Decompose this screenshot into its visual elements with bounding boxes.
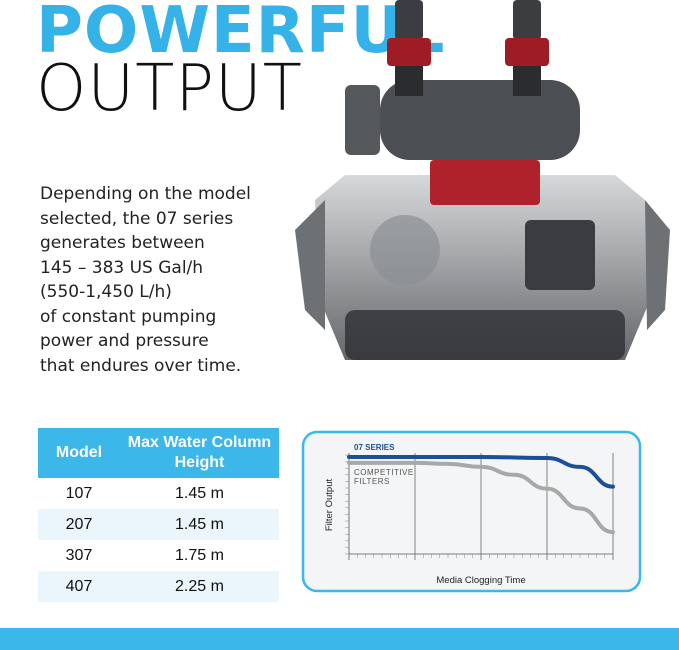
series-label-competitive: COMPETITIVE FILTERS bbox=[354, 468, 414, 486]
header-max-water-column: Max Water Column Height bbox=[120, 428, 279, 478]
table-row: 307 1.75 m bbox=[38, 540, 279, 571]
cell-height: 2.25 m bbox=[120, 571, 279, 602]
series-label-07: 07 SERIES bbox=[354, 443, 395, 452]
table-row: 407 2.25 m bbox=[38, 571, 279, 602]
cell-model: 207 bbox=[38, 509, 120, 540]
description-line: of constant pumping bbox=[40, 306, 217, 327]
description-line: power and pressure bbox=[40, 331, 209, 351]
series-line-competitive bbox=[347, 460, 615, 535]
cell-model: 107 bbox=[65, 484, 93, 502]
table-row: 207 1.45 m bbox=[38, 509, 279, 540]
bottom-accent-bar bbox=[0, 628, 679, 650]
cell-model: 307 bbox=[65, 546, 93, 564]
cell-model: 407 bbox=[38, 571, 120, 602]
cell-height: 1.45 m bbox=[175, 484, 224, 502]
headline-powerful: POWERFUL bbox=[36, 0, 446, 68]
water-column-table: Model Max Water Column Height 107 1.45 m … bbox=[38, 428, 279, 602]
description-line: generates between bbox=[40, 233, 205, 253]
header-model: Model bbox=[38, 428, 120, 478]
description-line: Depending on the model bbox=[40, 184, 251, 204]
headline-output: OUTPUT bbox=[36, 52, 303, 126]
table-header-row: Model Max Water Column Height bbox=[38, 428, 279, 478]
series-line-07 bbox=[347, 454, 615, 489]
series-label-competitive-line2: FILTERS bbox=[354, 477, 390, 486]
filter-product-image bbox=[295, 0, 670, 360]
series-label-competitive-line1: COMPETITIVE bbox=[354, 468, 414, 477]
description: Depending on the model selected, the 07 … bbox=[40, 182, 290, 378]
y-axis-label: Filter Output bbox=[324, 479, 335, 532]
description-line: selected, the 07 series bbox=[40, 208, 234, 229]
cell-height: 1.75 m bbox=[175, 546, 224, 564]
description-line: 145 – 383 US Gal/h bbox=[40, 257, 204, 278]
table-row: 107 1.45 m bbox=[38, 478, 279, 509]
cell-height: 1.45 m bbox=[120, 509, 279, 540]
x-axis-label: Media Clogging Time bbox=[436, 575, 525, 586]
output-chart: 07 SERIES COMPETITIVE FILTERS Filter Outp… bbox=[301, 430, 642, 593]
description-line: that endures over time. bbox=[40, 355, 242, 376]
description-line: (550-1,450 L/h) bbox=[40, 282, 172, 302]
chart-frame bbox=[301, 430, 642, 593]
